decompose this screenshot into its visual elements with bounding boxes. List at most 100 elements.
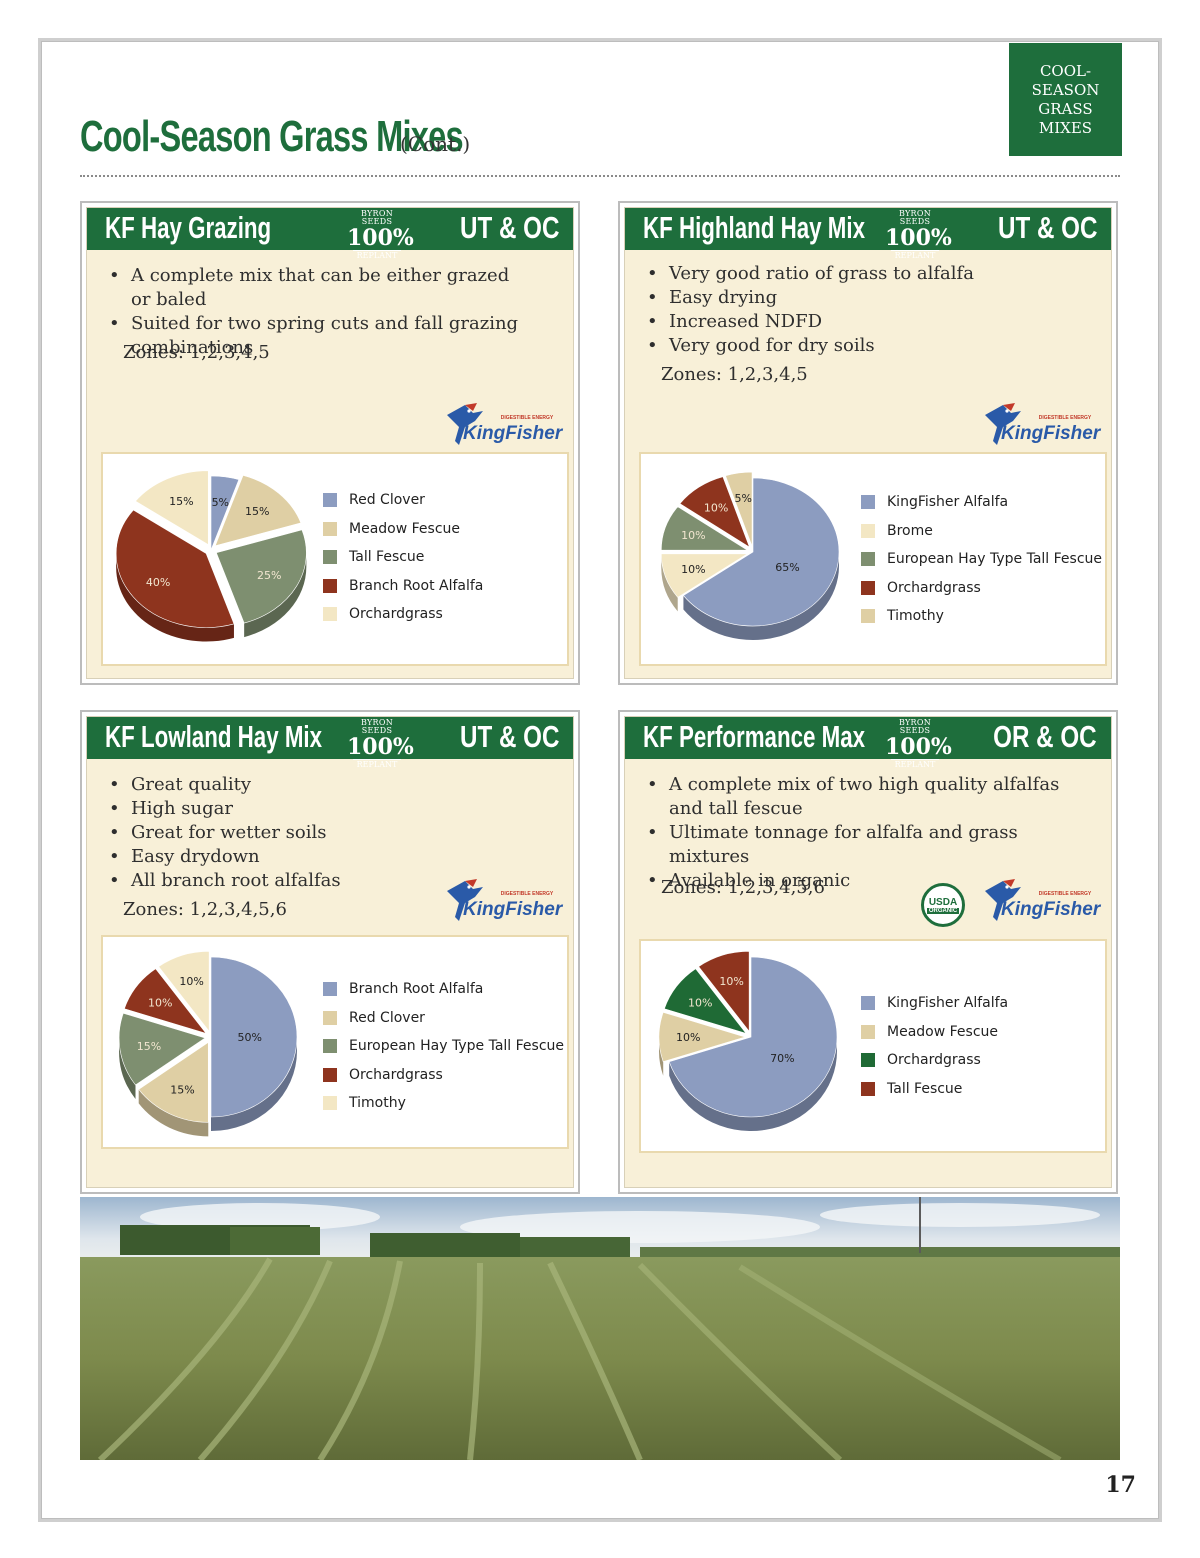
card-title: KF Hay Grazing [105, 210, 272, 245]
legend-swatch [323, 1010, 337, 1025]
legend-item: European Hay Type Tall Fescue [861, 545, 1102, 574]
pie-slice-side [683, 552, 839, 640]
badge-top: BYRON SEEDS [360, 209, 394, 226]
legend-label: KingFisher Alfalfa [887, 494, 1009, 511]
pie-chart: 70% 10% 10% 10% [658, 950, 838, 1131]
logo-wordmark: KingFisher [463, 899, 564, 920]
chart-panel: 65% 10% 10% 10% 5% KingFisher Alfalfa Brome Eu… [639, 452, 1107, 666]
kingfisher-bird-icon: DIGESTIBLE ENERGY KingFisher [447, 879, 564, 921]
logo-tagline: DIGESTIBLE ENERGY [1039, 891, 1092, 897]
legend-item: Orchardgrass [861, 574, 1102, 603]
replant-badge: BYRON SEEDS 100% REPLANT [347, 209, 414, 260]
legend-label: Tall Fescue [349, 549, 425, 566]
hay-field-photo [80, 1197, 1120, 1460]
pie-slice [138, 1041, 209, 1123]
kingfisher-logo: DIGESTIBLE ENERGY KingFisher [981, 401, 1103, 449]
pie-slice [668, 956, 838, 1118]
pie-slice-label: 10% [719, 975, 743, 988]
feature-item: A complete mix that can be either grazed… [109, 264, 529, 312]
card-title: KF Performance Max [643, 719, 866, 754]
chart-legend: Branch Root Alfalfa Red Clover European Ha… [323, 975, 564, 1118]
kingfisher-logo: DIGESTIBLE ENERGY KingFisher [443, 401, 565, 449]
replant-badge: BYRON SEEDS 100% REPLANT [885, 719, 952, 769]
badge-bottom: REPLANT [353, 759, 401, 769]
legend-swatch [861, 552, 875, 567]
feature-item: Ultimate tonnage for alfalfa and grass m… [647, 821, 1087, 869]
pie-slice-label: 15% [245, 505, 269, 518]
pie-slice-label: 15% [169, 495, 193, 508]
pie-slice-label: 25% [257, 569, 281, 582]
badge-top: BYRON SEEDS [360, 718, 394, 735]
pie-slice [158, 950, 210, 1033]
logo-wordmark: KingFisher [463, 423, 564, 444]
legend-item: Timothy [323, 1089, 564, 1118]
legend-label: Timothy [887, 608, 944, 625]
pie-slice [210, 956, 298, 1118]
pie-slice-label: 10% [688, 996, 712, 1009]
hay-field-illustration [80, 1197, 1120, 1460]
legend-item: Tall Fescue [861, 1075, 1008, 1104]
badge-mid: 100% [347, 734, 414, 760]
legend-swatch [861, 580, 875, 595]
feature-list: A complete mix of two high quality alfal… [647, 773, 1087, 893]
logo-tagline: DIGESTIBLE ENERGY [501, 891, 554, 897]
legend-swatch [861, 1024, 875, 1039]
page-title: Cool-Season Grass Mixes (Cont.) [80, 112, 597, 162]
feature-item: All branch root alfalfas [109, 869, 529, 893]
legend-swatch [323, 1067, 337, 1082]
title-divider [80, 175, 1120, 177]
badge-mid: 100% [347, 225, 414, 251]
legend-swatch [323, 550, 337, 565]
pie-slice [214, 475, 302, 547]
legend-label: Red Clover [349, 1009, 425, 1026]
section-tab-line: GRASS [1038, 99, 1093, 118]
pie-slice [215, 529, 307, 624]
legend-label: Meadow Fescue [887, 1023, 999, 1040]
legend-label: Orchardgrass [349, 606, 443, 623]
pie-slice-side [211, 1037, 297, 1131]
legend-item: Branch Root Alfalfa [323, 975, 564, 1004]
legend-item: Branch Root Alfalfa [323, 572, 483, 601]
feature-item: Very good for dry soils [647, 334, 1077, 358]
replant-badge: BYRON SEEDS 100% REPLANT [885, 210, 952, 260]
pie-chart: 5% 15% 25% 40% 15% [115, 470, 307, 642]
legend-label: Orchardgrass [887, 579, 981, 596]
pie-slice-side [659, 1037, 664, 1076]
pie-slice-label: 15% [170, 1083, 194, 1096]
kingfisher-logo: DIGESTIBLE ENERGY KingFisher [981, 877, 1103, 925]
feature-item: Easy drydown [109, 845, 529, 869]
pie-slice [660, 506, 749, 551]
pie-slice-label: 10% [681, 563, 705, 576]
chart-legend: Red Clover Meadow Fescue Tall Fescue Branch… [323, 486, 483, 629]
chart-panel: 5% 15% 25% 40% 15% Red Clover Meadow Fescue Ta… [101, 452, 569, 666]
card-title: KF Lowland Hay Mix [105, 719, 323, 754]
section-tab-line: MIXES [1038, 118, 1093, 137]
pie-slice-side [244, 552, 307, 638]
pie-slice [135, 470, 209, 546]
feature-item: A complete mix of two high quality alfal… [647, 773, 1087, 821]
pie-slice [658, 1011, 747, 1063]
legend-swatch [861, 996, 875, 1011]
pie-slice-side [669, 1037, 837, 1131]
legend-label: European Hay Type Tall Fescue [887, 551, 1103, 568]
chart-legend: KingFisher Alfalfa Meadow Fescue Orchardgr… [861, 989, 1008, 1103]
page-title-cont: (Cont.) [400, 132, 471, 156]
pie-slice [123, 968, 207, 1035]
card-code: OR & OC [993, 719, 1097, 754]
legend-item: KingFisher Alfalfa [861, 488, 1102, 517]
chart-panel: 70% 10% 10% 10% KingFisher Alfalfa Meadow Fe… [639, 939, 1107, 1153]
pie-slice [679, 476, 751, 548]
legend-label: Timothy [349, 1095, 406, 1112]
legend-label: Orchardgrass [887, 1052, 981, 1069]
pie-slice-label: 50% [237, 1031, 261, 1044]
section-tab-line: SEASON [1031, 80, 1100, 99]
legend-label: Tall Fescue [887, 1080, 963, 1097]
legend-label: KingFisher Alfalfa [887, 995, 1009, 1012]
pie-slice-side [661, 553, 678, 612]
legend-item: Timothy [861, 602, 1102, 631]
card-code: UT & OC [459, 210, 559, 245]
kingfisher-bird-icon: DIGESTIBLE ENERGY KingFisher [985, 403, 1102, 445]
usda-seal-top: USDA [928, 896, 958, 908]
kingfisher-bird-icon: DIGESTIBLE ENERGY KingFisher [447, 403, 564, 445]
pie-slice-label: 65% [775, 561, 799, 574]
